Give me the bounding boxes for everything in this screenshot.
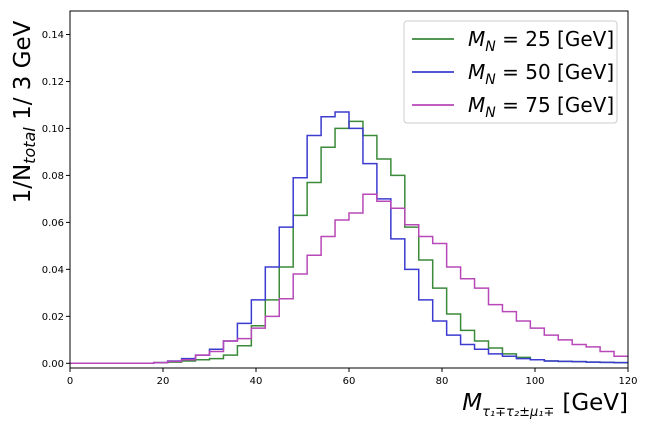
x-tick-label: 60 [343, 376, 356, 387]
x-tick-label: 20 [157, 376, 170, 387]
x-tick-label: 80 [436, 376, 449, 387]
x-tick-label: 0 [67, 376, 73, 387]
legend-entry-1: MN = 25 [GeV] [412, 27, 614, 55]
legend-entry-3: MN = 75 [GeV] [412, 93, 614, 121]
legend-label-sub: N [485, 72, 496, 88]
y-tick-label: 0.10 [42, 124, 64, 135]
x-axis-label: Mτ₁∓τ₂±μ₁∓ [GeV] [462, 390, 628, 420]
legend-label-base: M [468, 60, 485, 84]
legend-label: MN = 75 [GeV] [468, 93, 614, 121]
y-tick-label: 0.04 [42, 265, 64, 276]
legend-label-rest: = 25 [GeV] [496, 27, 614, 51]
legend: MN = 25 [GeV]MN = 50 [GeV]MN = 75 [GeV] [403, 20, 618, 124]
x-axis-label-sub: τ₁∓τ₂±μ₁∓ [482, 405, 554, 420]
legend-label-sub: N [485, 39, 496, 55]
y-axis-label-a: 1/N [10, 164, 36, 204]
series-line-3 [70, 193, 628, 365]
legend-label-base: M [468, 27, 485, 51]
series-line-2 [70, 111, 628, 365]
x-axis-label-unit: [GeV] [562, 390, 628, 416]
x-tick-label: 100 [525, 376, 544, 387]
legend-label-base: M [468, 93, 485, 117]
legend-label-sub: N [485, 105, 496, 121]
y-tick-label: 0.02 [42, 312, 64, 323]
legend-label-rest: = 75 [GeV] [496, 93, 614, 117]
y-tick-label: 0.06 [42, 218, 64, 229]
axis-ticks: 0 20 40 60 80 100 120 0.00 0.02 0.04 0.06 0.08 0.10 0… [42, 30, 638, 387]
y-tick-label: 0.12 [42, 77, 64, 88]
y-axis-label-b: 1/ 3 GeV [10, 20, 36, 127]
legend-label: MN = 25 [GeV] [468, 27, 614, 55]
legend-label-rest: = 50 [GeV] [496, 60, 614, 84]
y-tick-label: 0.14 [42, 30, 64, 41]
y-tick-label: 0.08 [42, 171, 64, 182]
legend-box [403, 20, 618, 124]
x-tick-label: 120 [618, 376, 637, 387]
legend-entry-2: MN = 50 [GeV] [412, 60, 614, 88]
y-tick-label: 0.00 [42, 359, 64, 370]
legend-label: MN = 50 [GeV] [468, 60, 614, 88]
series-line-1 [70, 120, 628, 365]
y-axis-label: 1/Ntotal 1/ 3 GeV [10, 20, 39, 203]
x-tick-label: 40 [250, 376, 263, 387]
x-axis-label-base: M [462, 390, 482, 416]
y-axis-label-sub: total [20, 127, 39, 164]
